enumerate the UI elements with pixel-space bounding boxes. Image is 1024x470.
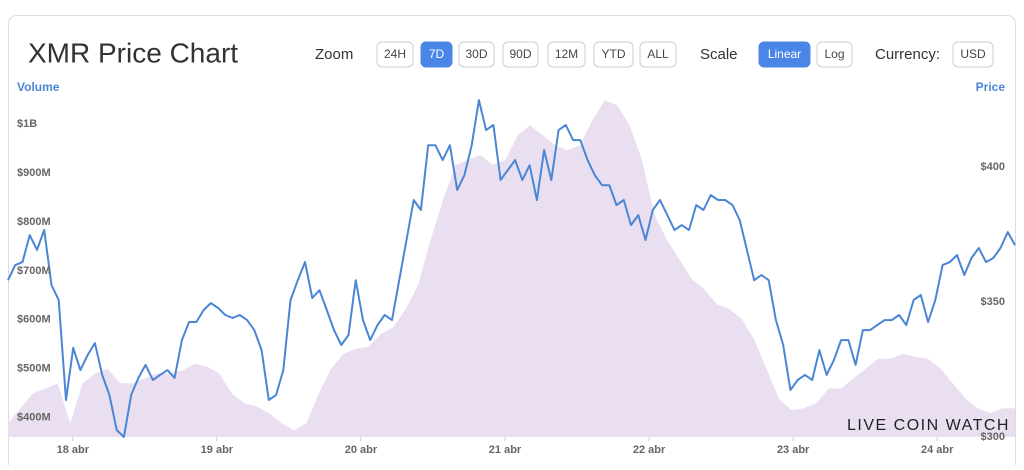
chart-title: XMR Price Chart — [28, 37, 238, 68]
zoom-button-label[interactable]: 7D — [429, 47, 445, 61]
zoom-button-label[interactable]: YTD — [602, 47, 626, 61]
y2-tick-label: $350 — [981, 296, 1005, 308]
y2-tick-label: $400 — [981, 161, 1005, 173]
zoom-button[interactable] — [420, 41, 453, 68]
scale-button[interactable] — [758, 41, 811, 68]
zoom-button[interactable] — [502, 41, 539, 68]
zoom-button-label[interactable]: 24H — [384, 47, 406, 61]
y-tick-label: $900M — [17, 167, 51, 179]
price-line — [7, 99, 1016, 438]
x-tick-label: 24 abr — [921, 444, 954, 456]
volume-area — [8, 100, 1015, 438]
currency-button-label[interactable]: USD — [960, 47, 986, 61]
currency-label: Currency: — [875, 46, 940, 63]
x-tick-label: 18 abr — [57, 444, 90, 456]
scale-button-label[interactable]: Linear — [768, 47, 801, 61]
x-tick-label: 23 abr — [777, 444, 810, 456]
zoom-button[interactable] — [593, 41, 634, 68]
zoom-button-label[interactable]: 30D — [465, 47, 487, 61]
watermark: LIVE COIN WATCH — [847, 417, 1010, 434]
y2-axis-title: Price — [976, 80, 1006, 94]
x-tick-label: 22 abr — [633, 444, 666, 456]
y2-tick-label: $300 — [981, 431, 1005, 443]
x-tick-label: 20 abr — [345, 444, 378, 456]
zoom-button[interactable] — [639, 41, 677, 68]
y-tick-label: $600M — [17, 314, 51, 326]
y-tick-label: $700M — [17, 265, 51, 277]
x-tick-label: 21 abr — [489, 444, 522, 456]
currency-button[interactable] — [952, 41, 994, 68]
x-tick-label: 19 abr — [201, 444, 234, 456]
scale-button[interactable] — [816, 41, 853, 68]
zoom-button[interactable] — [547, 41, 586, 68]
zoom-button[interactable] — [376, 41, 414, 68]
zoom-button-label[interactable]: ALL — [647, 47, 669, 61]
scale-button-label[interactable]: Log — [824, 47, 844, 61]
y-tick-label: $1B — [17, 118, 37, 130]
y-tick-label: $400M — [17, 411, 51, 423]
y-axis-title: Volume — [17, 80, 60, 94]
y-tick-label: $800M — [17, 216, 51, 228]
zoom-label: Zoom — [315, 46, 353, 63]
scale-label: Scale — [700, 46, 738, 63]
zoom-button[interactable] — [458, 41, 495, 68]
zoom-button-label[interactable]: 90D — [509, 47, 531, 61]
y-tick-label: $500M — [17, 363, 51, 375]
zoom-button-label[interactable]: 12M — [555, 47, 578, 61]
